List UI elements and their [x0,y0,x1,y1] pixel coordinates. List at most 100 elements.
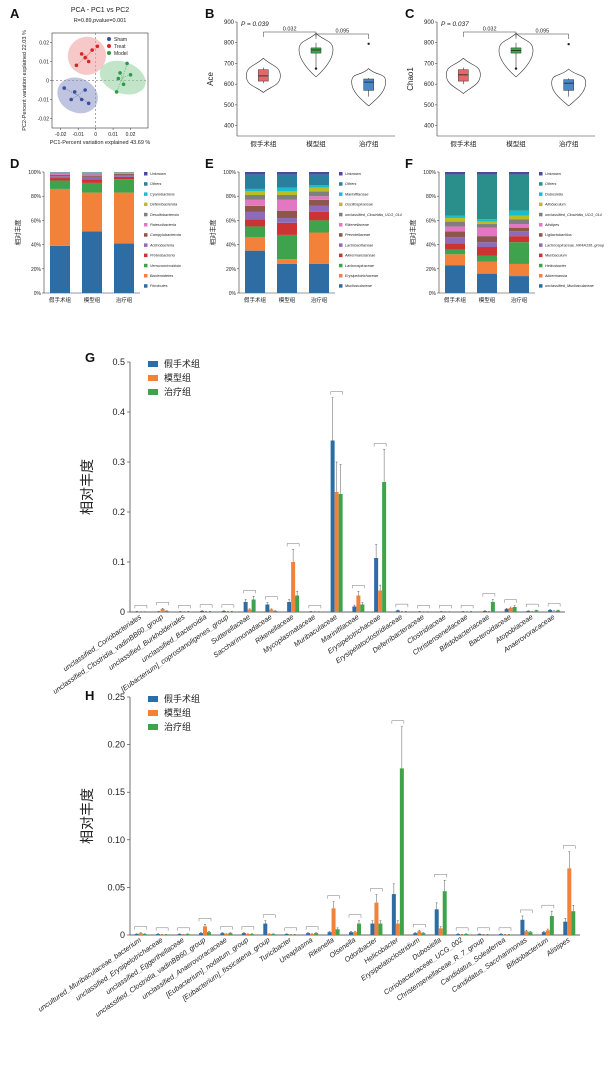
legend-label: Helicobacter [545,264,567,268]
stacked-bar-segment [309,172,329,174]
pca-y-tick-label: -0.01 [38,98,50,104]
significance-bracket [548,604,560,607]
stacked-y-tick-label: 40% [426,243,437,249]
stacked-bar-segment [50,180,70,188]
panel-letter-b: B [205,6,214,21]
stacked-bar-segment [50,175,70,176]
stacked-bar-segment [50,173,70,174]
grouped-bar [370,924,374,935]
legend-label: Verrucomicrobiota [150,264,181,268]
grouped-bar [199,933,203,935]
grouped-y-tick-label: 0.1 [112,557,125,567]
grouped-bar [224,934,228,935]
pca-point [73,90,77,94]
legend-swatch [339,233,343,237]
stacked-bar-segment [245,200,265,206]
legend-swatch [339,223,343,227]
grouped-y-tick-label: 0.15 [107,787,125,797]
stacked-bar-segment [245,174,265,189]
stacked-x-tick-label: 假手术组 [49,296,72,304]
significance-bracket [244,590,256,593]
significance-bracket [200,605,212,608]
grouped-bar [336,929,340,935]
stacked-y-tick-label: 80% [31,194,42,200]
grouped-bar [360,605,364,613]
grouped-bar [356,596,360,613]
significance-bracket [461,605,473,608]
legend-label: Patescibacteria [150,223,176,227]
grouped-y-tick-label: 0.10 [107,835,125,845]
violin-y-tick-label: 700 [424,61,435,67]
legend-label: 模型组 [164,707,191,718]
stacked-bar-segment [477,247,497,255]
pca-point [115,90,119,94]
stacked-bar-segment [114,179,134,192]
stacked-bar-segment [114,174,134,175]
stacked-bar-segment [445,265,465,293]
grouped-y-tick-label: 0.2 [112,507,125,517]
grouped-y-tick-label: 0.05 [107,882,125,892]
violin-y-tick-label: 500 [424,103,435,109]
legend-label: Prevotellaceae [345,233,370,237]
stacked-bar-segment [445,231,465,237]
grouped-bar [314,933,318,935]
violin-y-tick-label: 500 [224,103,235,109]
stacked-bar-segment [309,233,329,264]
legend-label: Muribaculaceae [345,284,372,288]
violin-y-tick-label: 700 [224,61,235,67]
legend-label: Others [545,182,556,186]
significance-bracket [328,896,340,899]
violin-y-tick-label: 800 [424,41,435,47]
grouped-bar [242,933,246,935]
panel-g-grouped: 00.10.20.30.40.5相对丰度假手术组模型组治疗组unclassifi… [51,357,565,696]
stacked-bar-segment [114,193,134,244]
stacked-bar-segment [277,195,297,200]
pca-point [83,56,87,60]
stacked-y-tick-label: 20% [426,267,437,273]
legend-label: Others [150,182,161,186]
significance-bracket [483,594,495,597]
stacked-bar-segment [245,226,265,237]
violin-box [258,70,268,81]
significance-bracket [263,915,275,918]
stacked-bar-segment [445,243,465,249]
stacked-bar-segment [477,172,497,174]
violin-box [364,79,374,90]
pca-title: PCA - PC1 vs PC2 [71,7,129,14]
stacked-bar-segment [50,174,70,175]
stacked-bar-segment [509,264,529,276]
violin-outlier [315,67,317,69]
grouped-y-tick-label: 0.20 [107,740,125,750]
significance-bracket [352,585,364,588]
stacked-bar-segment [277,264,297,293]
stacked-bar-segment [50,178,70,180]
legend-label: Unknown [545,172,561,176]
pca-point [118,71,122,75]
grouped-bar [505,609,509,612]
violin-x-tick-label: 治疗组 [559,139,579,148]
stacked-bar-segment [82,177,102,179]
violin-y-tick-label: 600 [424,82,435,88]
legend-label: Lactobacillaceae [345,243,373,247]
pca-x-tick-label: 0.01 [108,132,118,138]
grouped-bar [328,932,332,935]
legend-swatch [539,233,543,237]
stacked-bar-segment [114,173,134,174]
violin-x-tick-label: 模型组 [306,139,326,148]
legend-swatch [339,192,343,196]
legend-swatch [148,375,158,381]
grouped-bar [524,931,528,935]
legend-label: Treat [114,44,126,50]
legend-label: Muribaculum [545,254,567,258]
legend-label: Others [345,182,356,186]
stacked-bar-segment [309,200,329,206]
pca-y-axis-label: PC2-Percent variation explained 22.03 % [22,30,28,131]
stacked-bar-segment [445,172,465,174]
stacked-bar-segment [445,254,465,265]
significance-bracket [413,924,425,927]
stacked-bar-segment [277,172,297,174]
stacked-bar-segment [445,237,465,243]
significance-bracket [349,915,361,918]
grouped-bar [139,933,143,935]
violin-outlier [367,43,369,45]
